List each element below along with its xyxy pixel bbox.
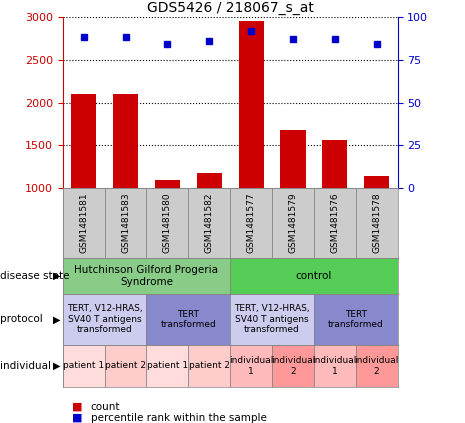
Bar — [188, 345, 230, 387]
Bar — [146, 345, 188, 387]
Bar — [314, 294, 398, 345]
Text: TERT, V12-HRAS,
SV40 T antigens
transformed: TERT, V12-HRAS, SV40 T antigens transfor… — [67, 305, 142, 334]
Bar — [230, 188, 272, 258]
Bar — [272, 188, 314, 258]
Text: GSM1481581: GSM1481581 — [79, 193, 88, 253]
Bar — [230, 294, 314, 345]
Text: patient 2: patient 2 — [105, 361, 146, 371]
Bar — [105, 345, 146, 387]
Text: count: count — [91, 402, 120, 412]
Text: ▶: ▶ — [53, 361, 60, 371]
Text: Hutchinson Gilford Progeria
Syndrome: Hutchinson Gilford Progeria Syndrome — [74, 265, 219, 287]
Text: disease state: disease state — [0, 271, 69, 281]
Text: GSM1481582: GSM1481582 — [205, 193, 214, 253]
Bar — [356, 188, 398, 258]
Bar — [230, 345, 272, 387]
Text: individual
2: individual 2 — [271, 356, 315, 376]
Bar — [63, 345, 105, 387]
Bar — [364, 176, 389, 274]
Bar — [322, 140, 347, 274]
Text: ▶: ▶ — [53, 314, 60, 324]
Bar — [71, 94, 96, 274]
Bar — [280, 130, 306, 274]
Bar — [356, 345, 398, 387]
Text: individual
1: individual 1 — [229, 356, 273, 376]
Text: patient 2: patient 2 — [189, 361, 230, 371]
Text: TERT
transformed: TERT transformed — [160, 310, 216, 329]
Bar — [63, 294, 146, 345]
Text: GSM1481580: GSM1481580 — [163, 193, 172, 253]
Text: patient 1: patient 1 — [63, 361, 104, 371]
Text: GSM1481577: GSM1481577 — [246, 193, 256, 253]
Bar — [63, 258, 230, 294]
Bar — [239, 21, 264, 274]
Text: individual: individual — [0, 361, 51, 371]
Text: individual
2: individual 2 — [354, 356, 399, 376]
Bar — [272, 345, 314, 387]
Bar — [155, 180, 180, 274]
Bar — [314, 188, 356, 258]
Text: TERT, V12-HRAS,
SV40 T antigens
transformed: TERT, V12-HRAS, SV40 T antigens transfor… — [234, 305, 310, 334]
Bar — [314, 345, 356, 387]
Text: GSM1481583: GSM1481583 — [121, 193, 130, 253]
Bar — [105, 188, 146, 258]
Text: individual
1: individual 1 — [312, 356, 357, 376]
Text: GSM1481576: GSM1481576 — [330, 193, 339, 253]
Bar — [188, 188, 230, 258]
Text: TERT
transformed: TERT transformed — [328, 310, 384, 329]
Text: ■: ■ — [72, 412, 83, 423]
Text: control: control — [296, 271, 332, 281]
Text: ▶: ▶ — [53, 271, 60, 281]
Text: GSM1481578: GSM1481578 — [372, 193, 381, 253]
Bar — [113, 94, 138, 274]
Text: ■: ■ — [72, 402, 83, 412]
Bar — [197, 173, 222, 274]
Bar — [230, 258, 398, 294]
Text: patient 1: patient 1 — [147, 361, 188, 371]
Bar — [146, 294, 230, 345]
Title: GDS5426 / 218067_s_at: GDS5426 / 218067_s_at — [147, 0, 313, 14]
Bar — [63, 188, 105, 258]
Bar — [146, 188, 188, 258]
Text: percentile rank within the sample: percentile rank within the sample — [91, 412, 266, 423]
Text: GSM1481579: GSM1481579 — [288, 193, 298, 253]
Text: protocol: protocol — [0, 314, 43, 324]
